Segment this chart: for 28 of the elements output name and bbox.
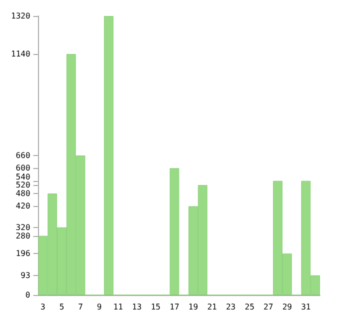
- x-tick-label: 15: [150, 302, 161, 312]
- x-tick-label: 29: [282, 302, 292, 312]
- x-tick-label: 27: [264, 302, 274, 312]
- y-tick-label: 196: [16, 249, 30, 258]
- x-tick-label: 11: [113, 302, 124, 312]
- x-tick-label: 19: [188, 302, 198, 312]
- y-tick-label: 0: [25, 290, 30, 300]
- x-tick-label: 7: [78, 302, 84, 312]
- x-tick-label: 25: [244, 302, 255, 312]
- y-tick-label: 660: [16, 151, 30, 160]
- y-tick-label: 1140: [11, 50, 30, 59]
- y-tick-label: 1320: [11, 12, 30, 20]
- x-tick-label: 21: [207, 302, 217, 312]
- y-tick-label: 320: [16, 222, 30, 232]
- y-tick-label: 280: [16, 231, 30, 240]
- x-tick-label: 17: [170, 302, 180, 312]
- x-tick-label: 23: [226, 302, 236, 312]
- x-tick-label: 31: [301, 302, 311, 312]
- y-tick-label: 93: [20, 270, 30, 280]
- x-tick-label: 5: [59, 302, 64, 312]
- y-tick-label: 480: [16, 189, 30, 198]
- x-tick-label: 3: [40, 302, 46, 312]
- x-tick-label: 13: [132, 302, 142, 312]
- y-tick-label: 520: [16, 180, 30, 190]
- y-tick-label: 420: [16, 202, 30, 211]
- x-tick-label: 9: [96, 302, 102, 312]
- y-tick-label: 540: [16, 172, 30, 182]
- y-tick-label: 600: [16, 164, 30, 173]
